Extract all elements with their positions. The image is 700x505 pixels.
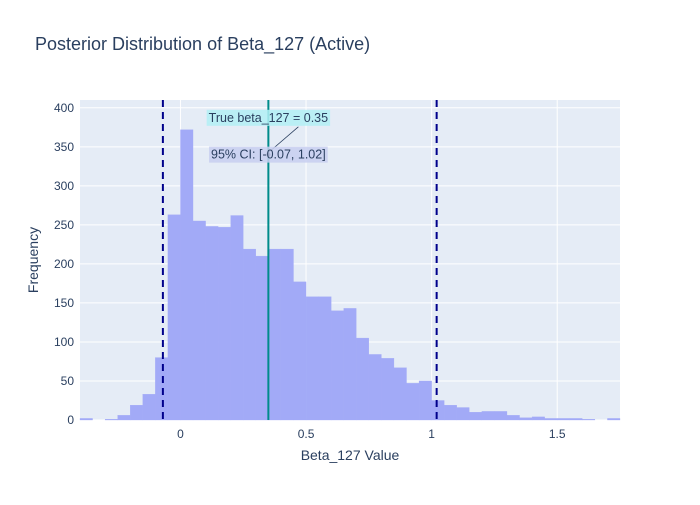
histogram-bar (130, 405, 143, 421)
y-tick-label: 300 (54, 179, 74, 193)
histogram-bar (117, 415, 131, 421)
y-tick-label: 350 (54, 140, 74, 154)
histogram-bar (104, 419, 118, 421)
histogram-bar (268, 248, 282, 421)
y-tick-label: 250 (54, 218, 74, 232)
histogram-bar (494, 411, 508, 421)
histogram-bar (243, 248, 256, 421)
x-tick-label: 0 (177, 427, 184, 441)
bars (79, 129, 621, 421)
histogram-bar (192, 220, 206, 421)
histogram-bar (305, 296, 319, 421)
histogram-bar (230, 215, 244, 421)
histogram-bar (368, 354, 382, 421)
true-value-annotation-background (206, 109, 331, 126)
annotations: True beta_127 = 0.35 95% CI: [-0.07, 1.02… (206, 109, 331, 163)
x-axis-title: Beta_127 Value (301, 447, 400, 463)
chart-title: Posterior Distribution of Beta_127 (Acti… (35, 34, 370, 55)
x-tick-label: 1.5 (549, 427, 566, 441)
histogram-bar (519, 417, 533, 421)
y-tick-label: 50 (61, 374, 75, 388)
histogram-bar (280, 248, 294, 421)
histogram-bar (293, 281, 307, 421)
histogram-bar (582, 419, 596, 421)
histogram-bar (393, 367, 407, 421)
histogram-bar (155, 357, 169, 421)
axis-ticks: 0 50 100 150 200 250 300 350 400 0 0.5 1 1.5 (54, 101, 566, 441)
histogram-bar (406, 383, 420, 421)
histogram-bar (531, 416, 545, 421)
histogram-bar (444, 405, 457, 421)
histogram-bar (180, 129, 194, 421)
y-tick-label: 150 (54, 296, 74, 310)
histogram-bar (431, 400, 445, 421)
histogram-bar (79, 418, 93, 421)
histogram-bar (343, 308, 357, 421)
y-axis-title: Frequency (25, 227, 41, 293)
histogram-bar (205, 226, 219, 421)
y-tick-label: 400 (54, 101, 74, 115)
histogram-bar (381, 358, 395, 421)
histogram-bar (142, 394, 156, 421)
true-value-annotation: True beta_127 = 0.35 (209, 111, 328, 125)
histogram-bar (456, 407, 470, 421)
x-tick-label: 0.5 (298, 427, 315, 441)
histogram-bar (356, 337, 369, 421)
histogram-bar (544, 418, 558, 421)
histogram-bar (569, 418, 583, 421)
y-tick-label: 100 (54, 335, 74, 349)
histogram-bar (167, 214, 181, 421)
y-tick-label: 0 (67, 413, 74, 427)
ci-annotation-background (209, 146, 328, 163)
histogram-bar (217, 227, 231, 421)
histogram-bar (255, 255, 269, 421)
histogram-bar (506, 415, 520, 421)
histogram-bar (557, 418, 570, 421)
histogram-bar (469, 412, 483, 421)
ci-annotation: 95% CI: [-0.07, 1.02] (211, 148, 326, 162)
histogram-bar (318, 296, 332, 421)
y-tick-label: 200 (54, 257, 74, 271)
histogram-bar (331, 310, 344, 421)
histogram-bar (481, 411, 495, 421)
histogram-bar (418, 380, 432, 421)
x-tick-label: 1 (428, 427, 435, 441)
histogram-bar (607, 418, 621, 421)
